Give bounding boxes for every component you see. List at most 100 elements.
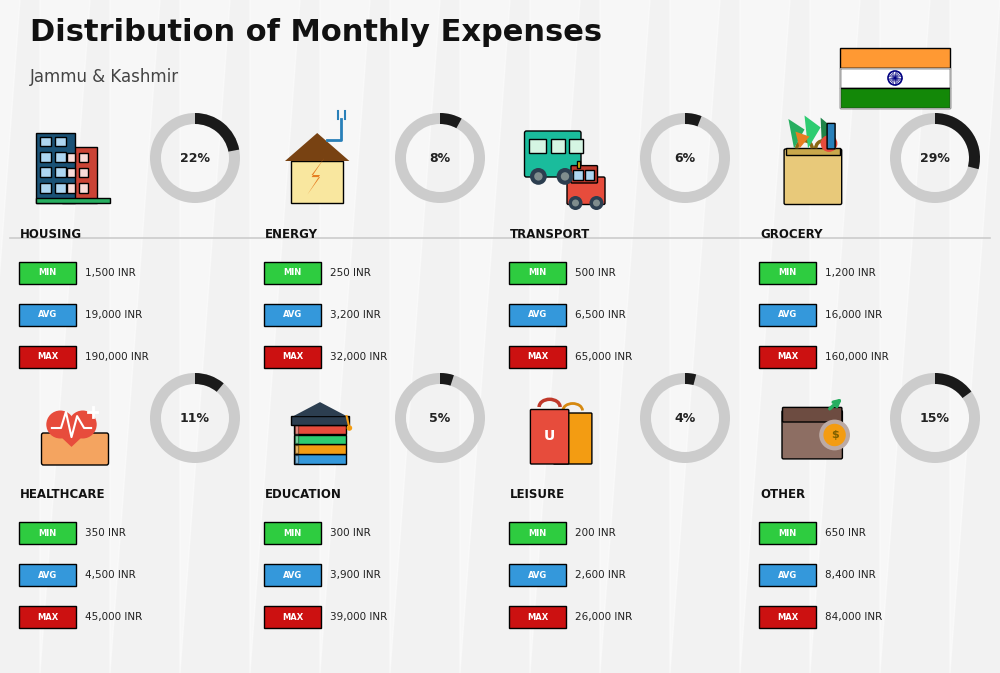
Circle shape bbox=[823, 424, 846, 446]
Text: 8%: 8% bbox=[429, 151, 451, 164]
FancyBboxPatch shape bbox=[40, 182, 50, 192]
Text: 2,600 INR: 2,600 INR bbox=[575, 570, 626, 580]
Text: MAX: MAX bbox=[527, 353, 548, 361]
Wedge shape bbox=[685, 113, 702, 127]
FancyBboxPatch shape bbox=[567, 177, 605, 205]
FancyBboxPatch shape bbox=[759, 606, 816, 628]
Text: 300 INR: 300 INR bbox=[330, 528, 371, 538]
FancyBboxPatch shape bbox=[294, 454, 346, 464]
Text: 200 INR: 200 INR bbox=[575, 528, 616, 538]
FancyBboxPatch shape bbox=[294, 435, 346, 444]
FancyBboxPatch shape bbox=[509, 564, 566, 586]
Text: 1,500 INR: 1,500 INR bbox=[85, 268, 136, 278]
Text: 22%: 22% bbox=[180, 151, 210, 164]
Text: 500 INR: 500 INR bbox=[575, 268, 616, 278]
Text: 16,000 INR: 16,000 INR bbox=[825, 310, 882, 320]
Polygon shape bbox=[795, 132, 809, 149]
Text: Distribution of Monthly Expenses: Distribution of Monthly Expenses bbox=[30, 18, 602, 47]
Text: AVG: AVG bbox=[528, 571, 547, 579]
FancyBboxPatch shape bbox=[294, 444, 346, 454]
Wedge shape bbox=[685, 373, 696, 385]
Text: MIN: MIN bbox=[38, 269, 57, 277]
Text: 650 INR: 650 INR bbox=[825, 528, 866, 538]
Text: AVG: AVG bbox=[778, 310, 797, 320]
FancyBboxPatch shape bbox=[36, 133, 75, 203]
Text: 3,900 INR: 3,900 INR bbox=[330, 570, 381, 580]
FancyBboxPatch shape bbox=[784, 149, 842, 205]
FancyBboxPatch shape bbox=[40, 152, 50, 162]
Text: 84,000 INR: 84,000 INR bbox=[825, 612, 882, 622]
FancyBboxPatch shape bbox=[782, 407, 842, 422]
Circle shape bbox=[46, 411, 74, 439]
Text: AVG: AVG bbox=[283, 310, 302, 320]
FancyBboxPatch shape bbox=[19, 522, 76, 544]
FancyBboxPatch shape bbox=[79, 168, 88, 177]
Wedge shape bbox=[890, 373, 980, 463]
Text: 4,500 INR: 4,500 INR bbox=[85, 570, 136, 580]
FancyBboxPatch shape bbox=[36, 198, 110, 203]
FancyBboxPatch shape bbox=[509, 304, 566, 326]
FancyBboxPatch shape bbox=[759, 304, 816, 326]
Text: AVG: AVG bbox=[528, 310, 547, 320]
Text: AVG: AVG bbox=[38, 310, 57, 320]
FancyBboxPatch shape bbox=[509, 262, 566, 284]
FancyBboxPatch shape bbox=[67, 153, 75, 162]
Text: MAX: MAX bbox=[37, 353, 58, 361]
Text: 6%: 6% bbox=[674, 151, 696, 164]
Circle shape bbox=[572, 199, 579, 207]
Text: LEISURE: LEISURE bbox=[510, 488, 565, 501]
Circle shape bbox=[590, 196, 604, 210]
Text: 15%: 15% bbox=[920, 411, 950, 425]
FancyBboxPatch shape bbox=[291, 416, 349, 425]
Text: 29%: 29% bbox=[920, 151, 950, 164]
Text: 250 INR: 250 INR bbox=[330, 268, 371, 278]
FancyBboxPatch shape bbox=[840, 68, 950, 88]
Circle shape bbox=[561, 172, 569, 180]
FancyBboxPatch shape bbox=[19, 304, 76, 326]
Circle shape bbox=[557, 168, 573, 185]
FancyBboxPatch shape bbox=[551, 139, 565, 153]
Text: 39,000 INR: 39,000 INR bbox=[330, 612, 387, 622]
Circle shape bbox=[69, 411, 97, 439]
FancyBboxPatch shape bbox=[264, 262, 321, 284]
Polygon shape bbox=[293, 402, 347, 416]
Text: MIN: MIN bbox=[283, 528, 302, 538]
FancyBboxPatch shape bbox=[79, 184, 88, 192]
Wedge shape bbox=[640, 113, 730, 203]
FancyBboxPatch shape bbox=[759, 564, 816, 586]
FancyBboxPatch shape bbox=[19, 262, 76, 284]
Text: AVG: AVG bbox=[283, 571, 302, 579]
Text: 160,000 INR: 160,000 INR bbox=[825, 352, 889, 362]
Text: 4%: 4% bbox=[674, 411, 696, 425]
Text: 3,200 INR: 3,200 INR bbox=[330, 310, 381, 320]
FancyBboxPatch shape bbox=[786, 149, 840, 155]
Text: GROCERY: GROCERY bbox=[760, 228, 822, 241]
Text: HOUSING: HOUSING bbox=[20, 228, 82, 241]
FancyBboxPatch shape bbox=[573, 170, 582, 180]
Text: MIN: MIN bbox=[778, 269, 797, 277]
Polygon shape bbox=[285, 133, 349, 161]
Text: 65,000 INR: 65,000 INR bbox=[575, 352, 632, 362]
Polygon shape bbox=[788, 119, 804, 149]
Polygon shape bbox=[804, 116, 821, 149]
Circle shape bbox=[347, 425, 352, 431]
Text: MIN: MIN bbox=[778, 528, 797, 538]
FancyBboxPatch shape bbox=[291, 161, 343, 203]
FancyBboxPatch shape bbox=[530, 409, 569, 464]
FancyBboxPatch shape bbox=[40, 168, 50, 177]
FancyBboxPatch shape bbox=[585, 170, 594, 180]
Text: MIN: MIN bbox=[283, 269, 302, 277]
FancyBboxPatch shape bbox=[41, 433, 108, 465]
Wedge shape bbox=[440, 113, 462, 128]
Text: TRANSPORT: TRANSPORT bbox=[510, 228, 590, 241]
Text: MAX: MAX bbox=[777, 353, 798, 361]
Text: 26,000 INR: 26,000 INR bbox=[575, 612, 632, 622]
FancyBboxPatch shape bbox=[19, 564, 76, 586]
Wedge shape bbox=[150, 373, 240, 463]
Text: $: $ bbox=[831, 430, 838, 440]
FancyBboxPatch shape bbox=[55, 152, 66, 162]
FancyBboxPatch shape bbox=[79, 153, 88, 162]
FancyBboxPatch shape bbox=[295, 435, 298, 444]
Circle shape bbox=[568, 196, 582, 210]
Text: MAX: MAX bbox=[777, 612, 798, 621]
